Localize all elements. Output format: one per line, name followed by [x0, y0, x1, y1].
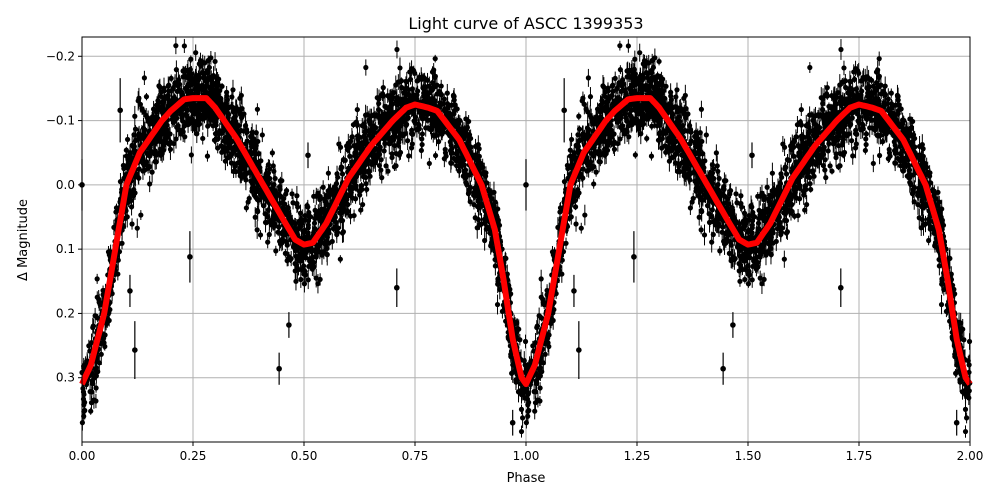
data-point — [699, 227, 704, 232]
data-point — [255, 107, 260, 112]
data-point — [626, 43, 631, 48]
data-point — [838, 47, 843, 52]
data-point — [600, 83, 605, 88]
data-point — [807, 65, 812, 70]
data-point — [849, 138, 854, 143]
data-point — [863, 148, 868, 153]
data-point — [617, 43, 622, 48]
data-point — [173, 43, 178, 48]
data-point — [182, 43, 187, 48]
data-point — [704, 132, 709, 137]
data-point — [151, 107, 156, 112]
data-point — [267, 232, 272, 237]
data-point — [205, 154, 210, 159]
data-point — [711, 232, 716, 237]
data-point — [420, 131, 425, 136]
data-point — [444, 154, 449, 159]
data-point — [660, 77, 665, 82]
data-point — [154, 103, 159, 108]
data-point — [394, 47, 399, 52]
data-point — [442, 97, 447, 102]
data-point — [255, 227, 260, 232]
data-point — [95, 276, 100, 281]
data-point — [273, 248, 278, 253]
data-point — [733, 191, 738, 196]
data-point — [405, 138, 410, 143]
data-point — [673, 94, 678, 99]
data-point — [939, 302, 944, 307]
data-point — [301, 263, 306, 268]
data-point — [886, 97, 891, 102]
data-point — [433, 56, 438, 61]
data-point — [699, 107, 704, 112]
data-point — [88, 409, 93, 414]
data-point — [338, 257, 343, 262]
data-point — [864, 131, 869, 136]
data-point — [255, 209, 260, 214]
data-point — [532, 409, 537, 414]
data-point — [888, 154, 893, 159]
data-point — [573, 221, 578, 226]
data-point — [189, 152, 194, 157]
data-point — [702, 232, 707, 237]
data-point — [785, 157, 790, 162]
data-point — [289, 191, 294, 196]
data-point — [392, 164, 397, 169]
data-point — [229, 94, 234, 99]
data-point — [598, 103, 603, 108]
data-point — [260, 132, 265, 137]
data-point — [258, 232, 263, 237]
data-point — [419, 148, 424, 153]
data-point — [825, 85, 830, 90]
data-point — [129, 221, 134, 226]
data-point — [864, 142, 869, 147]
data-point — [321, 185, 326, 190]
data-point — [717, 248, 722, 253]
data-point — [836, 164, 841, 169]
data-point — [709, 240, 714, 245]
data-point — [539, 276, 544, 281]
data-point — [420, 142, 425, 147]
data-point — [871, 161, 876, 166]
data-point — [633, 152, 638, 157]
data-point — [674, 87, 679, 92]
data-point — [750, 277, 755, 282]
data-point — [782, 257, 787, 262]
data-point — [495, 302, 500, 307]
data-point — [699, 209, 704, 214]
data-point — [265, 240, 270, 245]
data-point — [526, 400, 531, 405]
data-point — [363, 65, 368, 70]
data-point — [208, 55, 213, 60]
data-point — [649, 154, 654, 159]
data-point — [688, 130, 693, 135]
data-point — [355, 107, 360, 112]
data-point — [156, 83, 161, 88]
data-point — [129, 204, 134, 209]
data-point — [799, 107, 804, 112]
data-point — [169, 76, 174, 81]
data-point — [427, 161, 432, 166]
data-point — [515, 326, 520, 331]
data-point — [230, 87, 235, 92]
data-point — [306, 277, 311, 282]
data-point — [765, 185, 770, 190]
data-point — [652, 55, 657, 60]
data-point — [959, 326, 964, 331]
data-point — [877, 56, 882, 61]
data-point — [613, 76, 618, 81]
data-point — [683, 106, 688, 111]
data-point — [216, 77, 221, 82]
